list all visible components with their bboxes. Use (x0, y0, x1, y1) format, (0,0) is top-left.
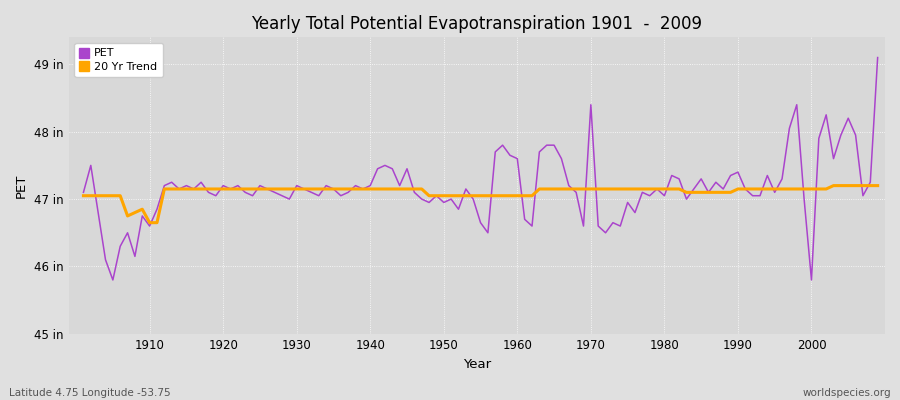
Title: Yearly Total Potential Evapotranspiration 1901  -  2009: Yearly Total Potential Evapotranspiratio… (251, 15, 702, 33)
Y-axis label: PET: PET (15, 174, 28, 198)
Legend: PET, 20 Yr Trend: PET, 20 Yr Trend (75, 43, 163, 77)
Text: Latitude 4.75 Longitude -53.75: Latitude 4.75 Longitude -53.75 (9, 388, 171, 398)
X-axis label: Year: Year (463, 358, 491, 371)
Text: worldspecies.org: worldspecies.org (803, 388, 891, 398)
